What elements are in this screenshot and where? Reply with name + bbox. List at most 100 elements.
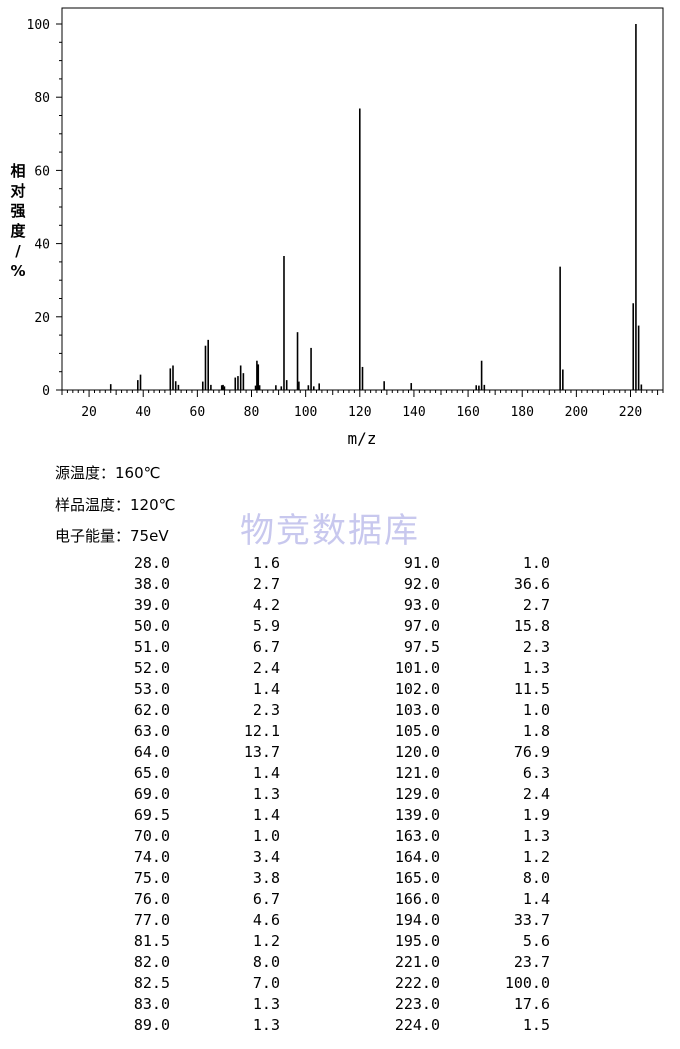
mz-value: 83.0 <box>133 995 170 1013</box>
table-row: 89.0 1.3 224.0 1.5 <box>0 1015 680 1036</box>
y-tick-label: 60 <box>34 164 50 179</box>
mz-value: 195.0 <box>394 932 440 950</box>
table-row: 63.0 12.1 105.0 1.8 <box>0 721 680 742</box>
y-tick-label: 40 <box>34 238 50 253</box>
table-row: 76.0 6.7 166.0 1.4 <box>0 889 680 910</box>
intensity-value: 7.0 <box>252 974 280 992</box>
intensity-value: 100.0 <box>504 974 550 992</box>
mz-value: 91.0 <box>403 554 440 572</box>
mz-value: 53.0 <box>133 680 170 698</box>
mz-value: 121.0 <box>394 764 440 782</box>
table-row: 77.0 4.6 194.0 33.7 <box>0 910 680 931</box>
y-axis-label: 相对强度/% <box>10 162 26 280</box>
x-tick-label: 160 <box>456 405 479 420</box>
intensity-value: 36.6 <box>513 575 550 593</box>
intensity-value: 1.4 <box>522 890 550 908</box>
mz-value: 222.0 <box>394 974 440 992</box>
mz-value: 194.0 <box>394 911 440 929</box>
electron-energy: 电子能量：75eV <box>55 527 169 545</box>
intensity-value: 2.4 <box>522 785 550 803</box>
mz-value: 223.0 <box>394 995 440 1013</box>
mz-value: 120.0 <box>394 743 440 761</box>
intensity-value: 2.7 <box>252 575 280 593</box>
mz-value: 81.5 <box>133 932 170 950</box>
mz-value: 76.0 <box>133 890 170 908</box>
intensity-value: 1.2 <box>252 932 280 950</box>
intensity-value: 11.5 <box>513 680 550 698</box>
y-tick-label: 20 <box>34 311 50 326</box>
intensity-value: 76.9 <box>513 743 550 761</box>
intensity-value: 5.9 <box>252 617 280 635</box>
intensity-value: 8.0 <box>522 869 550 887</box>
table-row: 64.0 13.7 120.0 76.9 <box>0 742 680 763</box>
x-tick-label: 20 <box>81 405 97 420</box>
intensity-value: 1.8 <box>522 722 550 740</box>
x-tick-label: 80 <box>244 405 260 420</box>
intensity-value: 1.5 <box>522 1016 550 1034</box>
x-tick-label: 200 <box>565 405 588 420</box>
table-row: 53.0 1.4 102.0 11.5 <box>0 679 680 700</box>
mz-value: 39.0 <box>133 596 170 614</box>
mz-value: 165.0 <box>394 869 440 887</box>
mz-value: 75.0 <box>133 869 170 887</box>
intensity-value: 5.6 <box>522 932 550 950</box>
intensity-value: 1.6 <box>252 554 280 572</box>
mz-value: 101.0 <box>394 659 440 677</box>
intensity-value: 23.7 <box>513 953 550 971</box>
mz-value: 103.0 <box>394 701 440 719</box>
plot-frame <box>61 7 664 391</box>
mz-value: 64.0 <box>133 743 170 761</box>
table-row: 38.0 2.7 92.0 36.6 <box>0 574 680 595</box>
mz-value: 92.0 <box>403 575 440 593</box>
y-tick-label: 100 <box>27 18 50 33</box>
mz-value: 69.5 <box>133 806 170 824</box>
table-row: 65.0 1.4 121.0 6.3 <box>0 763 680 784</box>
table-row: 70.0 1.0 163.0 1.3 <box>0 826 680 847</box>
mass-spectrum-chart: 20 40 60 80 100 120 140 160 180 200 220 0 20 40 60 80 1… <box>10 7 664 448</box>
y-tick-label: 0 <box>42 384 50 399</box>
intensity-value: 6.7 <box>252 638 280 656</box>
watermark: 物竞数据库 <box>240 511 420 551</box>
table-row: 28.0 1.6 91.0 1.0 <box>0 553 680 574</box>
table-row: 75.0 3.8 165.0 8.0 <box>0 868 680 889</box>
mz-value: 65.0 <box>133 764 170 782</box>
y-tick-label: 80 <box>34 91 50 106</box>
intensity-value: 1.4 <box>252 680 280 698</box>
table-row: 82.5 7.0 222.0 100.0 <box>0 973 680 994</box>
x-tick-label: 120 <box>348 405 371 420</box>
mz-value: 221.0 <box>394 953 440 971</box>
x-axis: 20 40 60 80 100 120 140 160 180 200 220 <box>61 390 664 420</box>
mz-value: 164.0 <box>394 848 440 866</box>
intensity-value: 12.1 <box>243 722 280 740</box>
mz-value: 93.0 <box>403 596 440 614</box>
x-tick-label: 220 <box>619 405 642 420</box>
mz-value: 139.0 <box>394 806 440 824</box>
mz-value: 69.0 <box>133 785 170 803</box>
intensity-value: 2.3 <box>522 638 550 656</box>
x-axis-label: m/z <box>348 429 377 448</box>
table-row: 74.0 3.4 164.0 1.2 <box>0 847 680 868</box>
mz-value: 102.0 <box>394 680 440 698</box>
intensity-value: 1.3 <box>252 1016 280 1034</box>
table-row: 81.5 1.2 195.0 5.6 <box>0 931 680 952</box>
intensity-value: 33.7 <box>513 911 550 929</box>
intensity-value: 1.0 <box>522 554 550 572</box>
table-row: 52.0 2.4 101.0 1.3 <box>0 658 680 679</box>
mz-value: 224.0 <box>394 1016 440 1034</box>
table-row: 50.0 5.9 97.0 15.8 <box>0 616 680 637</box>
peaks-layer <box>109 24 643 390</box>
intensity-value: 2.3 <box>252 701 280 719</box>
sample-temperature: 样品温度：120℃ <box>55 496 176 514</box>
intensity-value: 2.7 <box>522 596 550 614</box>
intensity-value: 1.9 <box>522 806 550 824</box>
mz-value: 82.5 <box>133 974 170 992</box>
table-row: 82.0 8.0 221.0 23.7 <box>0 952 680 973</box>
mz-value: 63.0 <box>133 722 170 740</box>
mz-value: 97.5 <box>403 638 440 656</box>
intensity-value: 13.7 <box>243 743 280 761</box>
table-row: 83.0 1.3 223.0 17.6 <box>0 994 680 1015</box>
mz-value: 74.0 <box>133 848 170 866</box>
x-tick-label: 100 <box>294 405 317 420</box>
mz-value: 129.0 <box>394 785 440 803</box>
intensity-value: 6.3 <box>522 764 550 782</box>
